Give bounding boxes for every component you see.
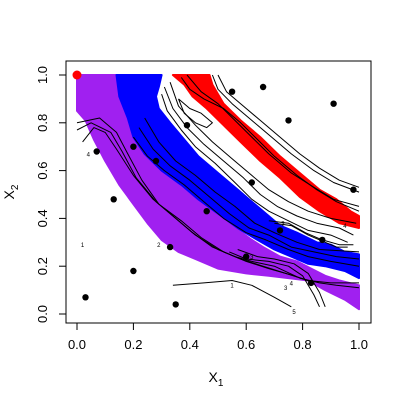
data-point	[285, 117, 292, 124]
contour-label: 5	[292, 310, 296, 316]
contour-label: 4	[343, 224, 347, 230]
contour-label: 3	[250, 255, 254, 261]
x-tick-label: 0.8	[294, 337, 312, 352]
contour-label: 3	[281, 222, 285, 228]
y-tick-label: 0.0	[35, 305, 50, 323]
contour-lines	[76, 74, 360, 308]
region-bands	[76, 74, 360, 311]
contour-line	[186, 74, 360, 207]
y-axis-title-main: X	[1, 189, 17, 199]
data-point	[166, 243, 174, 251]
contour-label: 2	[157, 243, 161, 249]
contour-label: 1	[81, 243, 85, 249]
contour-line	[132, 136, 360, 267]
x-axis-title: X1	[209, 369, 224, 389]
contour-line	[178, 98, 213, 129]
y-tick-label: 0.4	[35, 209, 50, 227]
data-point	[228, 88, 236, 95]
x-tick-label: 0.4	[181, 337, 199, 352]
data-point	[130, 267, 137, 275]
contour-line	[180, 77, 360, 212]
x-tick-label: 0.0	[68, 337, 86, 352]
contour-line	[274, 222, 348, 248]
contour-line	[161, 93, 348, 243]
data-point	[110, 196, 117, 203]
x-axis-title-sub: 1	[218, 378, 224, 389]
contour-line	[237, 249, 326, 307]
data-point	[152, 157, 160, 165]
y-axis-title-sub: 2	[10, 184, 21, 190]
data-point	[172, 301, 179, 308]
data-point	[82, 294, 89, 301]
contour-line	[172, 280, 292, 308]
contour-label: 1	[230, 284, 234, 290]
contour-line	[138, 127, 360, 260]
x-tick-label: 0.6	[237, 337, 255, 352]
contour-line	[268, 220, 354, 246]
data-point	[350, 186, 357, 193]
contour-line	[76, 117, 315, 284]
x-axis: 0.0 0.2 0.4 0.6 0.8 1.0	[68, 322, 368, 352]
data-point	[276, 227, 284, 234]
x-axis-title-main: X	[209, 369, 219, 385]
data-point	[259, 83, 267, 91]
contour-label: 4	[290, 281, 294, 287]
data-point	[243, 253, 250, 260]
y-tick-label: 0.6	[35, 162, 50, 180]
data-point	[248, 179, 255, 186]
y-tick-label: 1.0	[35, 66, 50, 84]
contour-line	[144, 117, 360, 253]
x-tick-label: 1.0	[350, 337, 368, 352]
contour-line	[211, 74, 360, 193]
data-point	[183, 122, 191, 129]
blue-band	[115, 74, 360, 280]
contour-line	[169, 82, 357, 224]
x-tick-label: 0.2	[124, 337, 142, 352]
y-tick-label: 0.8	[35, 114, 50, 132]
data-point	[203, 208, 210, 215]
data-points	[72, 70, 357, 308]
contour-label: 4	[87, 152, 91, 158]
y-axis-title: X2	[1, 184, 21, 199]
data-point	[307, 279, 315, 287]
data-point	[330, 100, 337, 107]
data-point	[93, 148, 100, 155]
contour-label: 3	[284, 286, 288, 292]
contour-line	[217, 74, 360, 188]
data-point	[319, 236, 326, 244]
y-tick-label: 0.2	[35, 257, 50, 275]
start-point	[72, 70, 82, 80]
y-axis: 0.0 0.2 0.4 0.6 0.8 1.0	[35, 66, 67, 323]
data-point	[130, 143, 137, 150]
